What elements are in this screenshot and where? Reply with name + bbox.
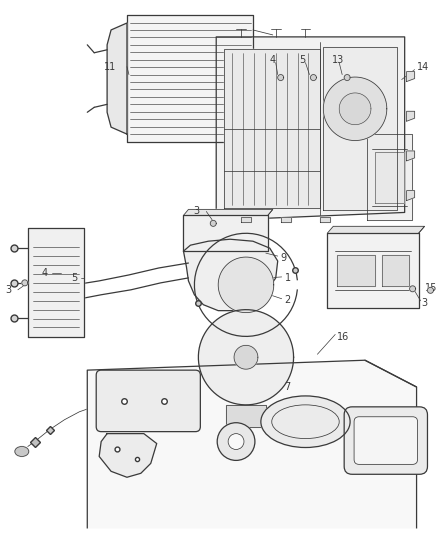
Polygon shape: [184, 209, 273, 215]
Polygon shape: [281, 217, 290, 222]
FancyBboxPatch shape: [96, 370, 200, 432]
Polygon shape: [184, 215, 268, 251]
Polygon shape: [320, 217, 330, 222]
Text: 3: 3: [5, 285, 11, 295]
Polygon shape: [210, 220, 216, 227]
FancyBboxPatch shape: [344, 407, 427, 474]
Polygon shape: [323, 47, 397, 211]
Polygon shape: [339, 93, 371, 125]
Text: 3: 3: [421, 298, 427, 308]
Polygon shape: [327, 227, 424, 233]
Ellipse shape: [217, 423, 255, 461]
Text: 4: 4: [42, 268, 48, 278]
Polygon shape: [337, 255, 375, 286]
Text: 9: 9: [281, 253, 287, 263]
Polygon shape: [216, 37, 405, 220]
Text: 2: 2: [285, 295, 291, 305]
Text: 10: 10: [99, 419, 111, 430]
Polygon shape: [22, 280, 28, 286]
Text: 16: 16: [337, 333, 350, 342]
Polygon shape: [323, 77, 387, 141]
Polygon shape: [406, 71, 415, 82]
Polygon shape: [184, 239, 278, 311]
Polygon shape: [278, 75, 284, 80]
Polygon shape: [327, 233, 419, 308]
Polygon shape: [406, 111, 415, 121]
Text: 5: 5: [71, 273, 78, 283]
Ellipse shape: [15, 447, 29, 456]
Text: 11: 11: [104, 62, 117, 71]
Polygon shape: [226, 405, 266, 427]
FancyBboxPatch shape: [354, 417, 417, 464]
Ellipse shape: [228, 434, 244, 449]
Polygon shape: [99, 434, 157, 477]
Polygon shape: [382, 255, 409, 286]
Polygon shape: [87, 360, 417, 528]
Polygon shape: [406, 191, 415, 200]
Text: 5: 5: [300, 55, 306, 64]
Polygon shape: [344, 75, 350, 80]
Polygon shape: [406, 151, 415, 161]
Polygon shape: [367, 134, 412, 220]
Polygon shape: [410, 286, 416, 292]
Polygon shape: [28, 228, 84, 337]
Polygon shape: [218, 257, 274, 313]
Polygon shape: [241, 217, 251, 222]
Text: 13: 13: [332, 55, 345, 64]
Polygon shape: [375, 152, 404, 203]
Polygon shape: [427, 287, 434, 293]
Text: 1: 1: [285, 273, 291, 283]
Text: 15: 15: [424, 283, 437, 293]
Polygon shape: [224, 49, 320, 208]
Polygon shape: [311, 75, 316, 80]
Polygon shape: [107, 23, 127, 134]
Text: 14: 14: [417, 62, 429, 71]
Text: 3: 3: [194, 206, 200, 216]
Text: 4: 4: [270, 55, 276, 64]
Polygon shape: [198, 310, 293, 405]
Polygon shape: [127, 15, 253, 142]
Polygon shape: [234, 345, 258, 369]
Ellipse shape: [261, 396, 350, 448]
Text: 7: 7: [285, 382, 291, 392]
